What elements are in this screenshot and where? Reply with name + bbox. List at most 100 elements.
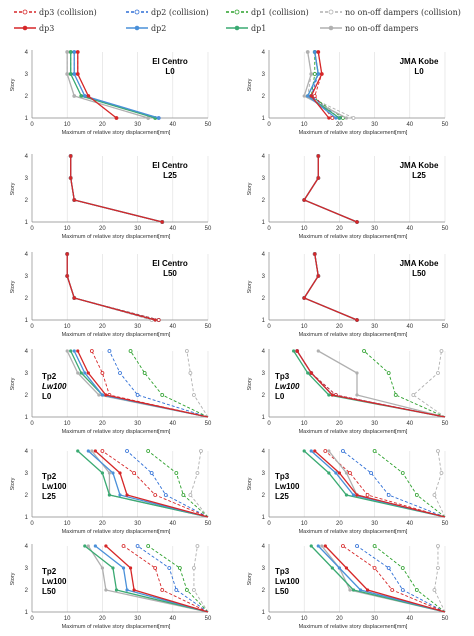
series-line — [66, 52, 149, 119]
data-point — [306, 94, 310, 98]
series-line — [77, 52, 117, 119]
series-none — [65, 349, 209, 418]
series-line — [303, 156, 358, 223]
series-line — [296, 350, 446, 418]
data-point — [72, 72, 76, 76]
chart-panel-10: 0 10 20 30 40 50 1 2 3 4 Maximum of relative story… — [237, 443, 474, 541]
x-tick-label: 10 — [64, 421, 71, 427]
y-tick-label: 3 — [25, 176, 29, 182]
chart-panel-4: 0 10 20 30 40 50 1 2 3 4 Maximum of relative story… — [237, 148, 474, 246]
legend-item-dp1: dp1 — [226, 24, 266, 33]
chart-svg: 0 10 20 30 40 50 1 2 3 4 Maximum of relative story… — [247, 544, 449, 630]
series-line — [66, 254, 159, 321]
chart-panel-1: 0 10 20 30 40 50 1 2 3 4 Maximum of relative story… — [0, 44, 237, 142]
x-tick-label: 20 — [336, 521, 343, 527]
series-dp1c — [362, 349, 446, 418]
data-point — [132, 588, 136, 592]
data-point — [386, 566, 391, 570]
chart-panel-5: 0 10 20 30 40 50 1 2 3 4 Maximum of relative story… — [0, 246, 237, 344]
data-point — [316, 544, 320, 548]
series-line — [303, 253, 358, 321]
y-axis-label: Story — [247, 280, 253, 293]
series-nonec — [411, 349, 446, 418]
chart-title-line: Lw100 — [275, 382, 300, 391]
data-point — [369, 471, 373, 475]
series-line — [87, 545, 209, 613]
x-tick-label: 10 — [64, 616, 71, 622]
data-point — [167, 566, 172, 570]
x-tick-label: 20 — [99, 122, 106, 128]
data-point — [128, 349, 133, 353]
series-dp3c — [68, 154, 165, 224]
chart-title-line: L50 — [275, 587, 289, 596]
data-point — [306, 371, 310, 375]
series-line — [303, 156, 358, 223]
y-tick-label: 1 — [25, 318, 29, 324]
x-tick-label: 10 — [301, 226, 308, 232]
data-point — [348, 588, 352, 592]
series-line — [70, 156, 163, 223]
y-tick-label: 3 — [262, 566, 266, 572]
data-point — [337, 566, 341, 570]
data-point — [146, 449, 151, 453]
data-point — [358, 588, 363, 592]
legend-label: dp1 (collision) — [251, 8, 309, 17]
data-point — [313, 449, 317, 453]
data-point — [181, 493, 186, 497]
data-point — [192, 393, 196, 397]
data-point — [309, 94, 313, 98]
series-dp1 — [69, 50, 157, 120]
series-dp2c — [125, 449, 209, 518]
x-tick-label: 10 — [301, 122, 308, 128]
data-point — [393, 393, 398, 397]
data-point — [400, 471, 405, 475]
x-tick-label: 40 — [169, 616, 176, 622]
series-line — [73, 52, 159, 119]
data-point — [156, 318, 161, 322]
data-point — [302, 198, 306, 202]
series-line — [303, 156, 358, 223]
data-point — [100, 471, 104, 475]
series-line — [310, 545, 446, 613]
data-point — [118, 371, 122, 375]
x-tick-label: 30 — [134, 616, 141, 622]
series-dp1c — [65, 252, 161, 322]
data-point — [160, 393, 165, 397]
y-tick-label: 4 — [25, 154, 29, 160]
data-point — [312, 72, 317, 76]
data-point — [327, 471, 331, 475]
series-nonec — [65, 252, 154, 322]
data-point — [439, 471, 444, 475]
series-line — [296, 350, 446, 418]
data-point — [316, 50, 320, 54]
data-point — [86, 544, 90, 548]
y-axis-label: Story — [10, 182, 16, 195]
x-tick-label: 50 — [205, 421, 212, 427]
series-line — [324, 545, 446, 613]
series-line — [307, 51, 354, 119]
series-line — [303, 156, 358, 223]
series-line — [70, 156, 163, 223]
series-dp1 — [69, 349, 209, 418]
chart-title-line: El Centro — [152, 259, 188, 268]
x-tick-label: 40 — [406, 226, 413, 232]
x-tick-label: 30 — [134, 226, 141, 232]
x-tick-label: 0 — [30, 521, 34, 527]
x-tick-label: 0 — [267, 226, 271, 232]
data-point — [153, 493, 158, 497]
y-tick-label: 1 — [262, 220, 266, 226]
chart-svg: 0 10 20 30 40 50 1 2 3 4 Maximum of relative story… — [10, 252, 212, 338]
y-tick-label: 4 — [25, 252, 29, 258]
chart-title-line: Tp3 — [275, 372, 290, 381]
series-line — [296, 350, 446, 418]
data-point — [79, 94, 83, 98]
data-point — [292, 349, 296, 353]
series-dp1 — [69, 154, 164, 224]
series-dp2 — [309, 449, 446, 518]
data-point — [199, 449, 203, 453]
legend-label: dp3 (collision) — [39, 8, 97, 17]
data-point — [83, 371, 87, 375]
y-tick-label: 3 — [262, 471, 266, 477]
data-point — [195, 544, 200, 548]
x-tick-label: 10 — [301, 616, 308, 622]
